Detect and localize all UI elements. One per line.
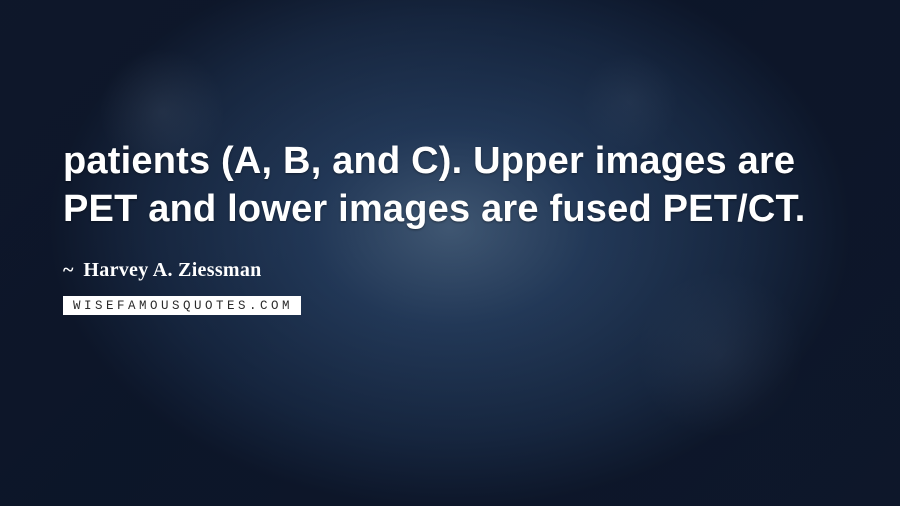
author-line: ~ Harvey A. Ziessman xyxy=(63,259,837,282)
tilde-icon: ~ xyxy=(63,259,73,282)
quote-text: patients (A, B, and C). Upper images are… xyxy=(63,138,837,233)
content-block: patients (A, B, and C). Upper images are… xyxy=(63,138,837,315)
site-watermark: WISEFAMOUSQUOTES.COM xyxy=(63,296,301,315)
watermark-row: WISEFAMOUSQUOTES.COM xyxy=(63,296,837,315)
author-name: Harvey A. Ziessman xyxy=(83,259,261,282)
quote-card: patients (A, B, and C). Upper images are… xyxy=(0,0,900,506)
